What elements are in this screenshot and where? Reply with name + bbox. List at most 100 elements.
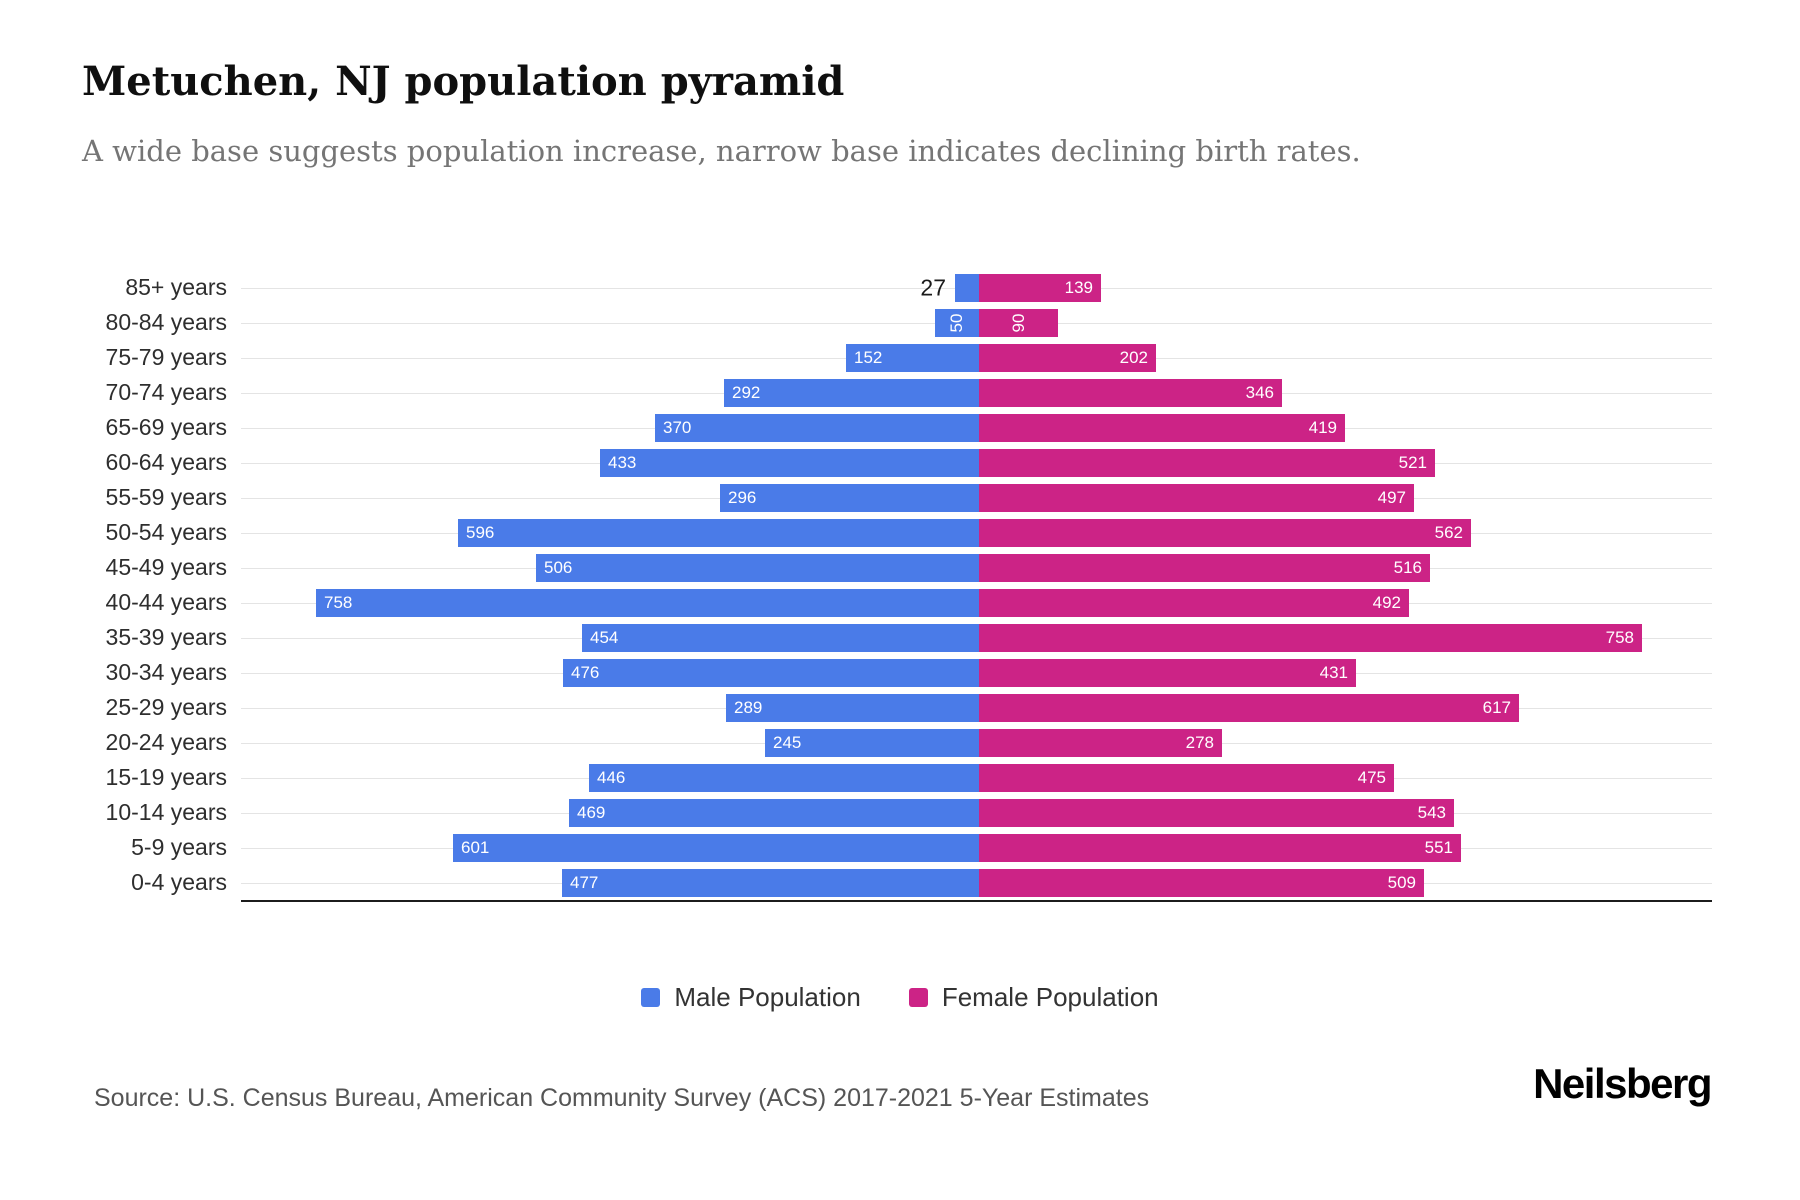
male-bar: 446	[589, 763, 979, 792]
male-legend-label: Male Population	[674, 982, 861, 1012]
male-bar: 433	[600, 448, 979, 477]
male-legend-swatch	[641, 988, 661, 1007]
male-bar: 469	[569, 798, 979, 827]
bar-value-label: 296	[728, 487, 757, 507]
bar-value-label: 245	[773, 732, 802, 752]
bar-value-label: 758	[324, 592, 353, 612]
bar-value-label: 521	[1398, 452, 1427, 472]
age-group-label: 75-79 years	[105, 344, 227, 370]
bar-value-label: 492	[1372, 592, 1401, 612]
age-group-label: 35-39 years	[105, 624, 227, 650]
female-bar: 617	[979, 693, 1519, 722]
legend-item-female[interactable]: Female Population	[908, 982, 1159, 1013]
age-group-label: 80-84 years	[105, 309, 227, 335]
x-axis-line	[241, 900, 1712, 902]
bar-value-label: 419	[1308, 417, 1337, 437]
male-bar: 27	[920, 273, 979, 302]
female-bar: 543	[979, 798, 1454, 827]
age-group-label: 10-14 years	[105, 799, 227, 825]
bar-value-label: 278	[1185, 732, 1214, 752]
chart-legend: Male Population Female Population	[0, 982, 1800, 1013]
female-bar: 497	[979, 483, 1414, 512]
bar-value-label: 476	[571, 662, 600, 682]
bar-value-label: 454	[590, 627, 619, 647]
age-group-label: 45-49 years	[105, 554, 227, 580]
female-bar: 431	[979, 658, 1356, 687]
chart-subtitle: A wide base suggests population increase…	[82, 134, 1361, 168]
female-legend-label: Female Population	[941, 982, 1159, 1012]
bar-value-label: 346	[1245, 382, 1274, 402]
age-group-label: 15-19 years	[105, 764, 227, 790]
age-group-label: 60-64 years	[105, 449, 227, 475]
legend-item-male[interactable]: Male Population	[641, 982, 861, 1013]
male-bar: 596	[458, 518, 979, 547]
bar-value-label: 516	[1393, 557, 1422, 577]
female-bar: 758	[979, 623, 1642, 652]
bar-value-label: 543	[1417, 802, 1446, 822]
neilsberg-logo: Neilsberg	[1533, 1060, 1712, 1107]
male-bar: 296	[720, 483, 979, 512]
bar-value-label: 509	[1387, 872, 1416, 892]
female-bar: 562	[979, 518, 1471, 547]
bar-value-label: 475	[1357, 767, 1386, 787]
age-group-label: 20-24 years	[105, 729, 227, 755]
bar-value-label: 431	[1319, 662, 1348, 682]
bar-value-label: 446	[597, 767, 626, 787]
female-bar: 551	[979, 833, 1461, 862]
bar-value-label: 562	[1434, 522, 1463, 542]
female-bar: 492	[979, 588, 1409, 617]
bar-value-label: 139	[1064, 277, 1093, 297]
age-group-label: 30-34 years	[105, 659, 227, 685]
bar-value-label: 202	[1119, 347, 1148, 367]
bar-value-label: 289	[734, 697, 763, 717]
female-bar: 139	[979, 273, 1101, 302]
age-group-label: 25-29 years	[105, 694, 227, 720]
age-group-label: 55-59 years	[105, 484, 227, 510]
bar-value-label: 497	[1377, 487, 1406, 507]
bar-value-label: 27	[920, 274, 946, 300]
male-bar: 370	[655, 413, 979, 442]
bar-value-label: 477	[570, 872, 599, 892]
age-group-label: 65-69 years	[105, 414, 227, 440]
male-bar: 454	[582, 623, 979, 652]
male-bar: 292	[724, 378, 979, 407]
bar-value-label: 292	[732, 382, 761, 402]
bar-value-label: 617	[1482, 697, 1511, 717]
male-bar: 152	[846, 343, 979, 372]
bar-value-label: 90	[1008, 313, 1028, 332]
female-bar: 419	[979, 413, 1345, 442]
male-bar: 506	[536, 553, 979, 582]
source-attribution: Source: U.S. Census Bureau, American Com…	[94, 1084, 1150, 1112]
age-group-label: 70-74 years	[105, 379, 227, 405]
age-group-label: 5-9 years	[131, 834, 227, 860]
bar-value-label: 506	[544, 557, 573, 577]
age-group-label: 0-4 years	[131, 869, 227, 895]
female-bar: 509	[979, 868, 1424, 897]
male-bar: 758	[316, 588, 979, 617]
bar-value-label: 596	[466, 522, 495, 542]
female-bar: 475	[979, 763, 1394, 792]
age-group-label: 40-44 years	[105, 589, 227, 615]
male-bar: 477	[562, 868, 979, 897]
bar-value-label: 433	[608, 452, 637, 472]
female-bar: 278	[979, 728, 1222, 757]
bar-value-label: 370	[663, 417, 692, 437]
bar-value-label: 551	[1424, 837, 1453, 857]
bar-value-label: 601	[461, 837, 490, 857]
population-pyramid-chart: 85+ years 27 139 80-84 years 50 90 75-79 years…	[0, 270, 1800, 902]
male-bar: 476	[563, 658, 979, 687]
female-bar: 346	[979, 378, 1282, 407]
female-bar: 521	[979, 448, 1435, 477]
age-group-label: 85+ years	[125, 274, 227, 300]
male-bar: 601	[453, 833, 979, 862]
bar-value-label: 152	[854, 347, 883, 367]
bar-value-label: 50	[947, 313, 966, 332]
page-title: Metuchen, NJ population pyramid	[82, 58, 845, 105]
female-legend-swatch	[908, 988, 928, 1007]
female-bar: 516	[979, 553, 1430, 582]
female-bar: 202	[979, 343, 1156, 372]
female-bar: 90	[979, 308, 1058, 337]
male-bar: 289	[726, 693, 979, 722]
male-bar: 245	[765, 728, 979, 757]
bar-value-label: 469	[577, 802, 606, 822]
